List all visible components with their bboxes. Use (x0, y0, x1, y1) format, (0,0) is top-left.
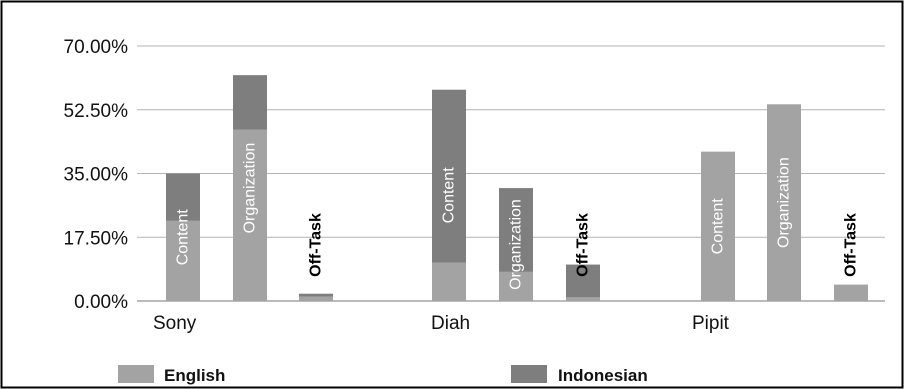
bar-segment-english (432, 262, 466, 301)
bar-label: Content (441, 167, 458, 224)
x-axis-category-labels: Sony Diah Pipit (153, 313, 730, 334)
bar-segment-indonesian (233, 75, 267, 130)
bar-segment-english (166, 220, 200, 301)
bar-segment-english (566, 297, 600, 301)
category-label: Diah (431, 313, 470, 334)
bar-label: Off-Task (575, 213, 592, 277)
bar-label: Content (710, 198, 727, 255)
bar-segment-english (299, 296, 333, 301)
legend-swatch-english (118, 365, 154, 383)
category-label: Pipit (692, 313, 730, 334)
bar-label: Off-Task (308, 213, 325, 277)
legend-label-english: English (164, 366, 225, 385)
y-tick-label: 0.00% (74, 292, 128, 313)
bar-segment-indonesian (499, 188, 533, 272)
bar-segment-indonesian (432, 89, 466, 263)
bar-segment-english (767, 104, 801, 302)
y-axis-tick-labels: 0.00% 17.50% 35.00% 52.50% 70.00% (64, 37, 129, 313)
bar-segment-indonesian (166, 173, 200, 221)
category-label: Sony (153, 313, 197, 334)
y-tick-label: 17.50% (64, 228, 129, 249)
bar-label: Off-Task (843, 213, 860, 277)
bar-label: Content (175, 209, 192, 266)
legend-label-indonesian: Indonesian (558, 366, 648, 385)
bar-label: Organization (776, 157, 793, 248)
legend-swatch-indonesian (511, 365, 547, 383)
legend: English Indonesian (118, 365, 648, 385)
y-tick-label: 35.00% (64, 165, 129, 186)
bar-labels: Content Organization Off-Task Content Organi… (175, 143, 860, 290)
bar-segment-english (233, 129, 267, 301)
bar-label: Organization (242, 143, 259, 234)
y-tick-label: 70.00% (64, 37, 129, 58)
bar-segment-indonesian (566, 264, 600, 298)
bars (166, 75, 868, 302)
bar-segment-english (499, 271, 533, 301)
bar-label: Organization (508, 199, 525, 290)
bar-segment-english (701, 151, 735, 301)
bar-segment-english (834, 284, 868, 301)
bar-segment-indonesian (299, 293, 333, 297)
y-tick-label: 52.50% (64, 101, 129, 122)
